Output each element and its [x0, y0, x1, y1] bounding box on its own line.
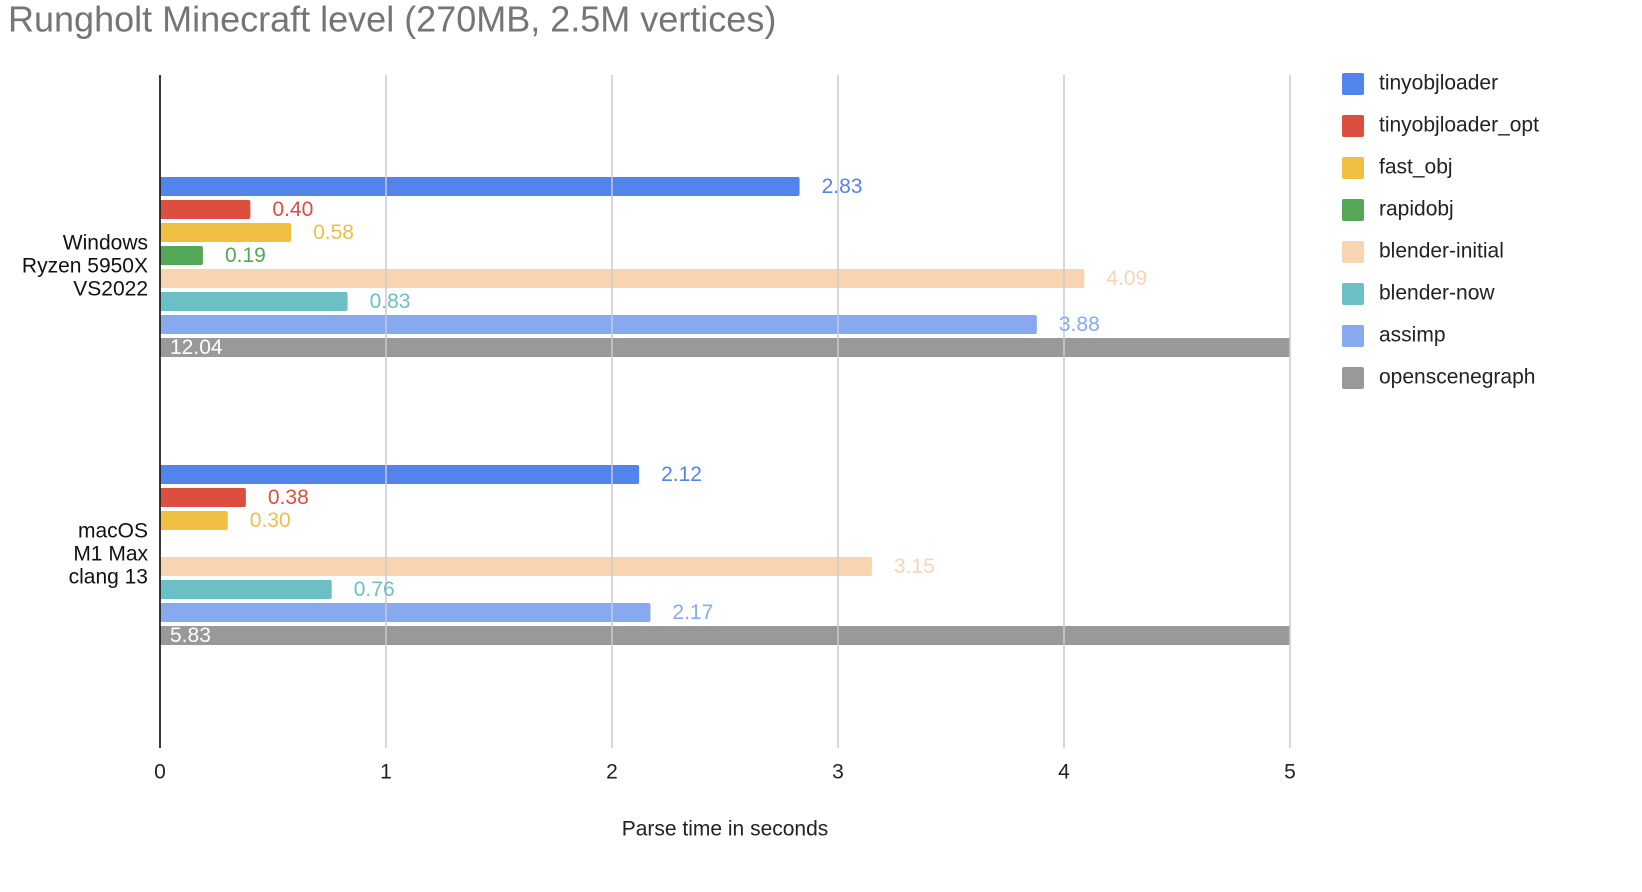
value-label: 0.38	[268, 486, 309, 509]
x-tick-label: 1	[380, 761, 392, 784]
value-label: 0.30	[250, 509, 291, 532]
value-label: 12.04	[170, 336, 223, 359]
value-label: 0.58	[313, 221, 354, 244]
legend-label: tinyobjloader_opt	[1379, 114, 1539, 137]
legend-swatch	[1342, 283, 1364, 305]
x-tick-label: 5	[1284, 761, 1296, 784]
x-tick-label: 3	[832, 761, 844, 784]
value-label: 0.83	[370, 290, 411, 313]
legend-label: rapidobj	[1379, 198, 1454, 221]
legend-swatch	[1342, 199, 1364, 221]
legend-swatch	[1342, 241, 1364, 263]
bar	[160, 177, 800, 196]
bar	[160, 465, 640, 484]
x-tick-label: 0	[154, 761, 166, 784]
value-label: 3.15	[894, 555, 935, 578]
legend-label: blender-now	[1379, 282, 1495, 305]
bar	[160, 246, 203, 265]
value-label: 0.40	[272, 198, 313, 221]
bar	[160, 557, 872, 576]
value-label: 2.12	[661, 463, 702, 486]
x-tick-label: 4	[1058, 761, 1070, 784]
legend-label: blender-initial	[1379, 240, 1504, 263]
bar	[160, 200, 251, 219]
y-tick-label: Windows	[63, 232, 148, 255]
legend-swatch	[1342, 115, 1364, 137]
value-label: 0.19	[225, 244, 266, 267]
bar	[160, 223, 292, 242]
bar	[160, 511, 228, 530]
legend-swatch	[1342, 367, 1364, 389]
bar	[160, 269, 1085, 288]
legend-label: openscenegraph	[1379, 366, 1535, 389]
bar	[160, 488, 246, 507]
bar	[160, 292, 348, 311]
legend-label: tinyobjloader	[1379, 72, 1498, 95]
bars	[160, 177, 1290, 645]
legend-label: assimp	[1379, 324, 1446, 347]
value-label: 2.83	[822, 175, 863, 198]
bar	[160, 626, 1290, 645]
y-tick-label: macOS	[78, 520, 148, 543]
legend-swatch	[1342, 73, 1364, 95]
chart-title: Rungholt Minecraft level (270MB, 2.5M ve…	[8, 0, 776, 40]
x-tick-label: 2	[606, 761, 618, 784]
y-tick-label: clang 13	[69, 566, 148, 589]
bar	[160, 315, 1037, 334]
bar	[160, 338, 1290, 357]
legend-label: fast_obj	[1379, 156, 1453, 179]
value-label: 0.76	[354, 578, 395, 601]
value-label: 5.83	[170, 624, 211, 647]
legend-swatch	[1342, 325, 1364, 347]
y-tick-label: Ryzen 5950X	[22, 255, 148, 278]
bar	[160, 603, 651, 622]
y-tick-label: M1 Max	[73, 543, 148, 566]
bar	[160, 580, 332, 599]
legend-swatch	[1342, 157, 1364, 179]
value-label: 3.88	[1059, 313, 1100, 336]
x-axis-title: Parse time in seconds	[622, 818, 829, 841]
value-label: 4.09	[1106, 267, 1147, 290]
value-label: 2.17	[672, 601, 713, 624]
y-tick-label: VS2022	[73, 278, 148, 301]
